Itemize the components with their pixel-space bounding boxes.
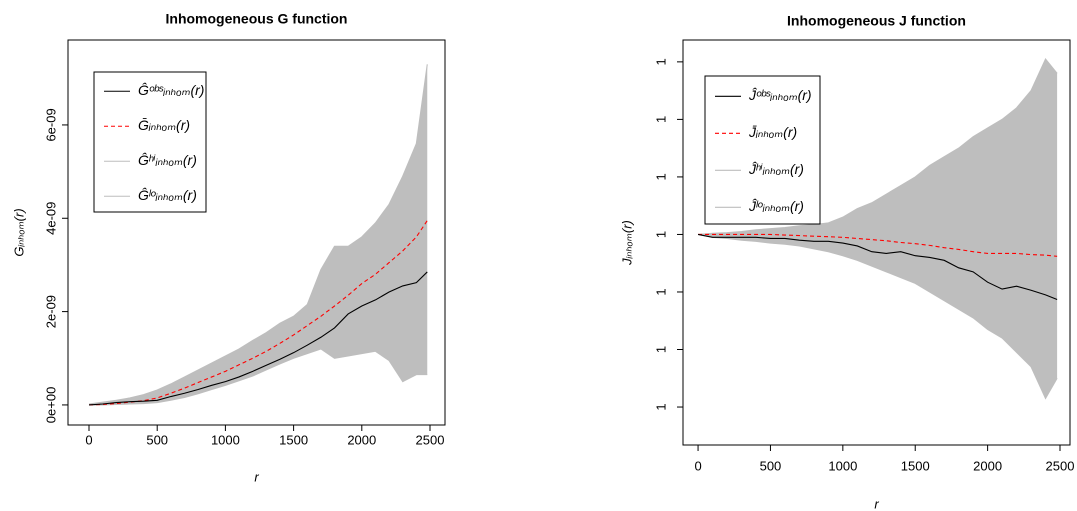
y-tick-label: 1: [653, 173, 668, 180]
x-tick-label: 2500: [1046, 458, 1075, 473]
series-line: [698, 57, 1058, 235]
plot-frame: [682, 39, 1071, 446]
y-tick-label: 1: [653, 58, 668, 65]
series-line: [697, 233, 1058, 400]
y-tick-label: 1: [653, 231, 668, 238]
legend-label: J̄ᵢₙₕₒₘ(r): [748, 124, 797, 140]
series-line: [697, 233, 1058, 300]
legend-box: [704, 75, 821, 225]
legend-label: Ĵᵒᵇˢᵢₙₕₒₘ(r): [748, 87, 812, 103]
x-tick-label: 500: [146, 432, 168, 447]
y-tick-label: 4e-09: [43, 202, 58, 235]
x-tick-label: 2500: [416, 432, 445, 447]
x-axis-label: r: [874, 496, 879, 511]
legend-box: [93, 71, 207, 213]
y-tick-label: 1: [653, 403, 668, 410]
chart-title: Inhomogeneous G function: [166, 11, 348, 27]
legend-label: Ĵˡᵒᵢₙₕₒₘ(r): [748, 198, 804, 214]
y-tick-label: 1: [653, 288, 668, 295]
x-tick-label: 1500: [279, 432, 308, 447]
envelope-band: [698, 58, 1058, 399]
y-tick-label: 0e+00: [43, 387, 58, 424]
legend-label: Ḡᵢₙₕₒₘ(r): [138, 117, 190, 133]
x-tick-label: 0: [85, 432, 92, 447]
x-tick-label: 2000: [973, 458, 1002, 473]
x-tick-label: 2000: [347, 432, 376, 447]
y-tick-label: 1: [653, 346, 668, 353]
y-tick-label: 2e-09: [43, 295, 58, 328]
y-tick-label: 1: [653, 116, 668, 123]
x-tick-label: 1500: [901, 458, 930, 473]
series-line: [88, 64, 428, 405]
y-axis-label: Gᵢₙₕₒₘ(r): [11, 208, 26, 256]
y-axis-label: Jᵢₙₕₒₘ(r): [619, 220, 634, 266]
x-tick-label: 500: [760, 458, 782, 473]
chart-title: Inhomogeneous J function: [787, 13, 966, 29]
series-line: [88, 271, 428, 406]
legend-label: Ĝʰⁱᵢₙₕₒₘ(r): [138, 152, 197, 168]
legend-label: Ĵʰⁱᵢₙₕₒₘ(r): [748, 161, 804, 177]
legend-label: Ĝᵒᵇˢᵢₙₕₒₘ(r): [138, 82, 204, 98]
series-line: [698, 233, 1058, 257]
series-line: [89, 348, 428, 406]
plot-frame: [67, 39, 446, 426]
x-tick-label: 0: [694, 458, 701, 473]
x-axis-label: r: [254, 469, 259, 484]
x-tick-label: 1000: [828, 458, 857, 473]
series-line: [88, 220, 428, 406]
legend-label: Ĝˡᵒᵢₙₕₒₘ(r): [138, 187, 197, 203]
y-tick-label: 6e-09: [43, 108, 58, 141]
x-tick-label: 1000: [211, 432, 240, 447]
